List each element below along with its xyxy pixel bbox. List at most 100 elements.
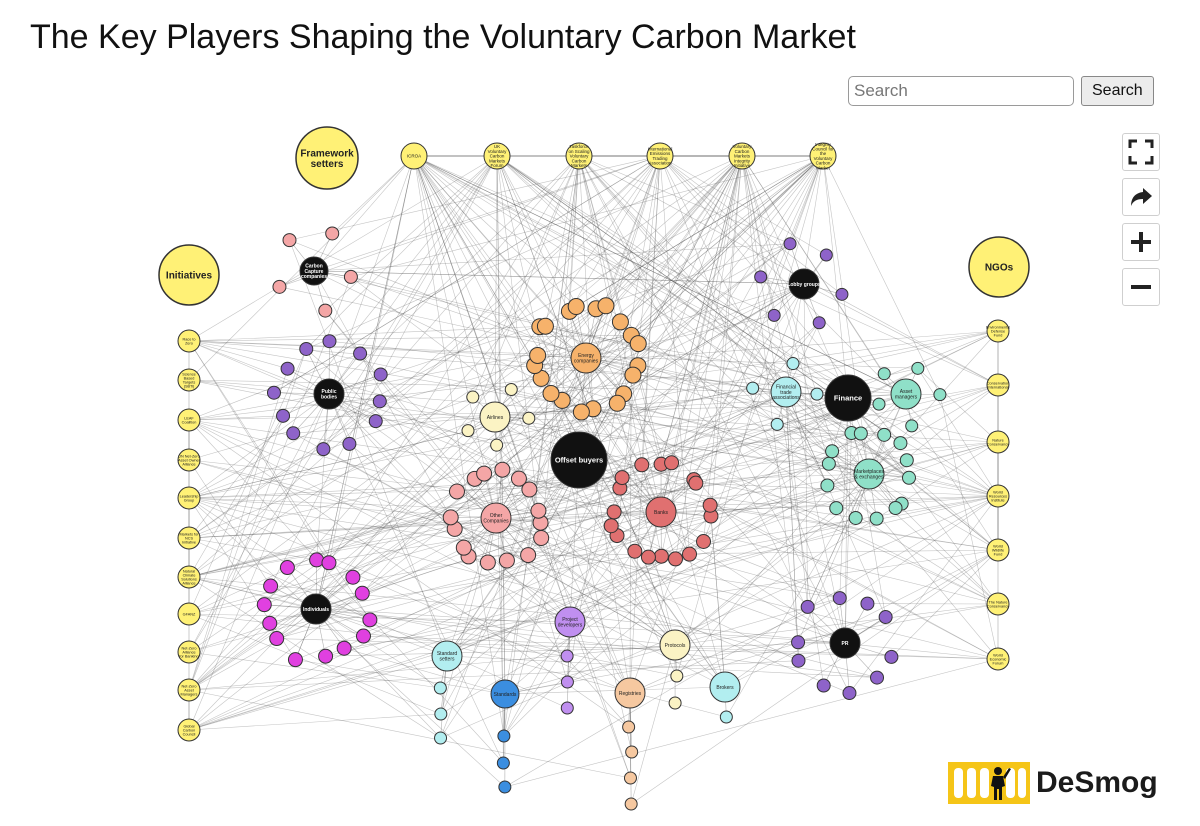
group-label-framework[interactable]: Framework setters: [295, 126, 359, 190]
framework-node[interactable]: Voluntary Carbon Markets Integrity Initiativ…: [728, 142, 756, 170]
member-node[interactable]: [719, 710, 733, 724]
initiative-node[interactable]: Natural Climate Solutions Alliance: [177, 565, 201, 589]
member-node[interactable]: [832, 591, 847, 606]
member-node[interactable]: [905, 419, 919, 433]
initiative-node[interactable]: GFANZ: [177, 602, 201, 626]
member-node[interactable]: [318, 648, 334, 664]
zoom-in-button[interactable]: [1122, 223, 1160, 261]
share-button[interactable]: [1122, 178, 1160, 216]
member-node[interactable]: [702, 497, 718, 513]
hub-node[interactable]: Financial trade associations: [770, 376, 802, 408]
member-node[interactable]: [869, 511, 884, 526]
hub-node[interactable]: Brokers: [709, 671, 741, 703]
hub-node[interactable]: Asset managers: [890, 378, 922, 410]
member-node[interactable]: [276, 408, 291, 423]
member-node[interactable]: [754, 270, 768, 284]
member-node[interactable]: [611, 313, 629, 331]
hub-node[interactable]: Registries: [614, 677, 646, 709]
member-node[interactable]: [623, 771, 637, 785]
hub-node[interactable]: Other Companies: [480, 502, 512, 534]
member-node[interactable]: [368, 414, 383, 429]
framework-node[interactable]: UK Voluntary Carbon Markets Forum: [483, 142, 511, 170]
member-node[interactable]: [269, 631, 285, 647]
hub-node[interactable]: Marketplaces & exchanges: [853, 458, 885, 490]
member-node[interactable]: [860, 596, 875, 611]
member-node[interactable]: [625, 745, 639, 759]
hub-node[interactable]: Standards: [490, 679, 520, 709]
member-node[interactable]: [884, 649, 899, 664]
member-node[interactable]: [496, 756, 510, 770]
member-node[interactable]: [893, 436, 908, 451]
member-node[interactable]: [829, 501, 844, 516]
member-node[interactable]: [653, 548, 669, 564]
member-node[interactable]: [510, 470, 527, 487]
member-node[interactable]: [497, 729, 511, 743]
ngo-node[interactable]: Nature Conservancy: [986, 430, 1010, 454]
member-node[interactable]: [842, 686, 857, 701]
member-node[interactable]: [819, 248, 833, 262]
member-node[interactable]: [888, 500, 903, 515]
member-node[interactable]: [597, 297, 615, 315]
member-node[interactable]: [279, 560, 295, 576]
member-node[interactable]: [696, 533, 712, 549]
member-node[interactable]: [560, 649, 574, 663]
member-node[interactable]: [521, 481, 538, 498]
member-node[interactable]: [498, 552, 515, 569]
ngo-node[interactable]: The Nature Conservancy: [986, 592, 1010, 616]
member-node[interactable]: [325, 226, 340, 241]
member-node[interactable]: [542, 385, 560, 403]
member-node[interactable]: [767, 308, 781, 322]
initiative-node[interactable]: Net-Zero Asset Managers: [177, 678, 201, 702]
hub-node[interactable]: Offset buyers: [550, 431, 608, 489]
initiative-node[interactable]: Net-Zero Alliance for Banking: [177, 640, 201, 664]
member-node[interactable]: [664, 455, 680, 471]
search-input[interactable]: [848, 76, 1074, 106]
ngo-node[interactable]: Conservation International: [986, 373, 1010, 397]
member-node[interactable]: [800, 599, 815, 614]
member-node[interactable]: [825, 444, 840, 459]
member-node[interactable]: [342, 436, 357, 451]
member-node[interactable]: [476, 465, 493, 482]
member-node[interactable]: [688, 475, 704, 491]
member-node[interactable]: [899, 453, 914, 468]
member-node[interactable]: [810, 387, 824, 401]
member-node[interactable]: [533, 529, 550, 546]
member-node[interactable]: [848, 510, 863, 525]
hub-node[interactable]: Energy companies: [570, 342, 602, 374]
initiative-node[interactable]: Science Based Targets (SBTi): [177, 368, 201, 392]
member-node[interactable]: [614, 470, 630, 486]
member-node[interactable]: [498, 780, 512, 794]
member-node[interactable]: [770, 417, 784, 431]
member-node[interactable]: [345, 569, 361, 585]
framework-node[interactable]: Taskforce on Scaling Voluntary Carbon Market…: [565, 142, 593, 170]
member-node[interactable]: [282, 233, 297, 248]
member-node[interactable]: [318, 303, 333, 318]
member-node[interactable]: [373, 367, 388, 382]
hub-node[interactable]: Airlines: [479, 401, 511, 433]
member-node[interactable]: [783, 237, 797, 251]
member-node[interactable]: [321, 555, 337, 571]
member-node[interactable]: [262, 615, 278, 631]
member-node[interactable]: [560, 701, 574, 715]
member-node[interactable]: [629, 335, 647, 353]
member-node[interactable]: [901, 470, 916, 485]
member-node[interactable]: [354, 585, 370, 601]
zoom-out-button[interactable]: [1122, 268, 1160, 306]
ngo-node[interactable]: Environmental Defense Fund: [986, 319, 1010, 343]
member-node[interactable]: [343, 269, 358, 284]
hub-node[interactable]: Public bodies: [313, 378, 345, 410]
member-node[interactable]: [448, 483, 465, 500]
search-button[interactable]: Search: [1081, 76, 1154, 106]
member-node[interactable]: [287, 652, 303, 668]
hub-node[interactable]: Protocols: [659, 629, 691, 661]
member-node[interactable]: [786, 357, 800, 371]
member-node[interactable]: [878, 610, 893, 625]
member-node[interactable]: [529, 346, 547, 364]
member-node[interactable]: [466, 390, 480, 404]
initiative-node[interactable]: LEAF Coalition: [177, 408, 201, 432]
member-node[interactable]: [821, 456, 836, 471]
ngo-node[interactable]: World Resources Institute: [986, 484, 1010, 508]
member-node[interactable]: [522, 411, 536, 425]
member-node[interactable]: [816, 678, 831, 693]
